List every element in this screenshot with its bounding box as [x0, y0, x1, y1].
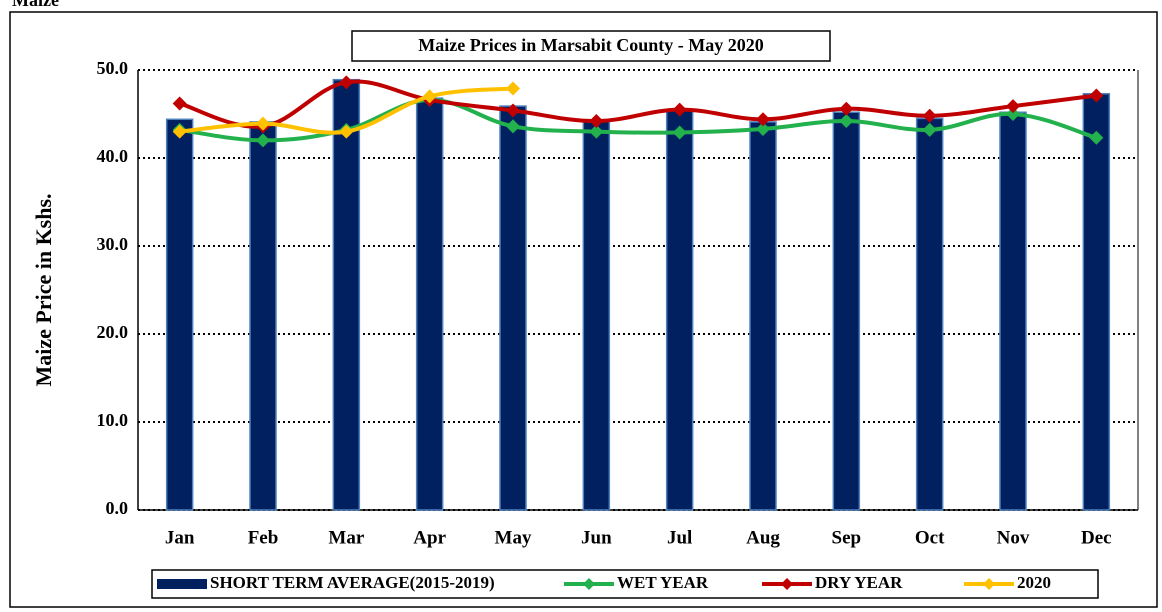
marker	[672, 102, 687, 117]
bar	[499, 105, 527, 511]
title-box	[351, 30, 831, 62]
x-tick-label: Jul	[667, 527, 692, 548]
bar	[1082, 93, 1111, 511]
marker	[839, 101, 854, 116]
bar	[832, 111, 861, 511]
x-tick-label: May	[495, 527, 532, 548]
x-tick-label: Feb	[248, 527, 279, 548]
bar	[332, 78, 361, 511]
marker	[756, 112, 770, 127]
legend-label: WET YEAR	[617, 573, 709, 592]
bar	[915, 117, 944, 511]
legend-marker	[983, 578, 995, 590]
legend-label: DRY YEAR	[815, 573, 903, 592]
marker	[1089, 88, 1104, 103]
marker	[756, 121, 770, 136]
x-tick-label: Oct	[915, 527, 945, 548]
chart-title: Maize Prices in Marsabit County - May 20…	[418, 35, 763, 55]
x-tick-label: Sep	[832, 527, 862, 548]
x-tick-label: Dec	[1081, 527, 1112, 548]
x-tick-label: Jun	[581, 527, 612, 548]
x-tick-label: Mar	[328, 527, 364, 548]
y-axis-label: Maize Price in Kshs.	[31, 193, 56, 386]
x-tick-label: Aug	[746, 527, 780, 548]
marker	[1006, 99, 1020, 114]
x-tick-label: Apr	[413, 527, 446, 548]
marker	[256, 133, 270, 148]
legend-marker	[583, 578, 595, 590]
bar	[999, 111, 1027, 511]
marker	[839, 114, 854, 129]
bar	[749, 121, 777, 511]
marker	[1089, 130, 1104, 145]
y-tick-label: 10.0	[97, 410, 129, 430]
y-tick-label: 0.0	[106, 498, 129, 518]
legend-label: 2020	[1017, 573, 1051, 592]
bar	[665, 108, 694, 511]
marker	[256, 116, 270, 131]
marker	[172, 96, 187, 111]
marker	[506, 119, 520, 134]
y-tick-label: 20.0	[97, 322, 129, 342]
x-tick-label: Nov	[997, 527, 1030, 548]
bar	[582, 119, 611, 511]
legend-box	[151, 569, 1099, 599]
marker	[506, 81, 520, 96]
marker	[506, 103, 520, 118]
bar	[165, 118, 194, 511]
header: Maize	[12, 0, 59, 10]
marker	[339, 75, 354, 90]
bar	[249, 121, 277, 511]
legend-marker	[781, 578, 793, 590]
marker	[922, 108, 937, 123]
marker	[1006, 107, 1020, 121]
marker	[339, 124, 354, 139]
bar	[415, 97, 444, 511]
marker	[589, 124, 604, 139]
y-tick-label: 50.0	[97, 58, 129, 78]
marker	[922, 122, 937, 137]
y-tick-label: 40.0	[97, 146, 129, 166]
marker	[172, 124, 187, 139]
legend-label: SHORT TERM AVERAGE(2015-2019)	[210, 573, 495, 592]
line	[179, 79, 1097, 129]
marker	[422, 89, 437, 104]
x-tick-label: Jan	[165, 527, 195, 548]
marker	[672, 125, 687, 140]
line	[179, 97, 1097, 143]
marker	[589, 114, 604, 129]
legend-swatch	[157, 579, 207, 589]
y-tick-label: 30.0	[97, 234, 129, 254]
chart-border	[9, 11, 1158, 608]
